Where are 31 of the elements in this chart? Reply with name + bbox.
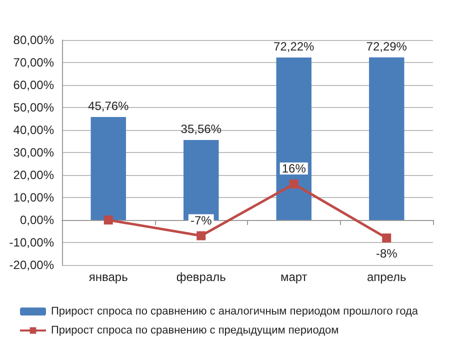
y-tick-label: -20,00% <box>9 258 54 272</box>
x-tick-label: март <box>280 270 308 284</box>
bar <box>369 57 404 220</box>
y-tick-label: -10,00% <box>9 236 54 250</box>
data-label: 35,56% <box>180 122 222 136</box>
data-label: 72,29% <box>366 39 408 54</box>
y-tick-label: 60,00% <box>13 78 54 92</box>
y-tick-label: 70,00% <box>13 56 54 70</box>
y-tick-label: 30,00% <box>13 146 54 160</box>
data-label: 72,22% <box>274 40 315 54</box>
data-label: 16% <box>282 162 306 176</box>
x-tick-label: апрель <box>366 270 406 284</box>
y-tick-label: 50,00% <box>13 100 54 114</box>
data-label: 45,76% <box>88 99 130 114</box>
point <box>196 231 206 240</box>
y-tick-label: 0,00% <box>20 213 54 227</box>
x-tick-label: январь <box>88 270 128 284</box>
point <box>289 180 298 188</box>
y-tick-label: 20,00% <box>13 168 54 182</box>
point <box>382 234 392 242</box>
y-tick-label: 80,00% <box>13 33 54 47</box>
legend-label: Прирост спроса по сравнению с аналогичным периодом прошлого года <box>51 306 419 318</box>
x-tick-label: февраль <box>176 270 226 284</box>
y-tick-label: 40,00% <box>13 123 54 137</box>
y-tick-label: 10,00% <box>13 190 54 204</box>
bar <box>276 58 312 220</box>
data-label: -8% <box>376 246 398 260</box>
point <box>104 216 113 224</box>
legend-label: Прирост спроса по сравнению с предыдущим периодом <box>51 324 339 336</box>
bar <box>90 117 126 220</box>
data-label: -7% <box>190 213 212 228</box>
